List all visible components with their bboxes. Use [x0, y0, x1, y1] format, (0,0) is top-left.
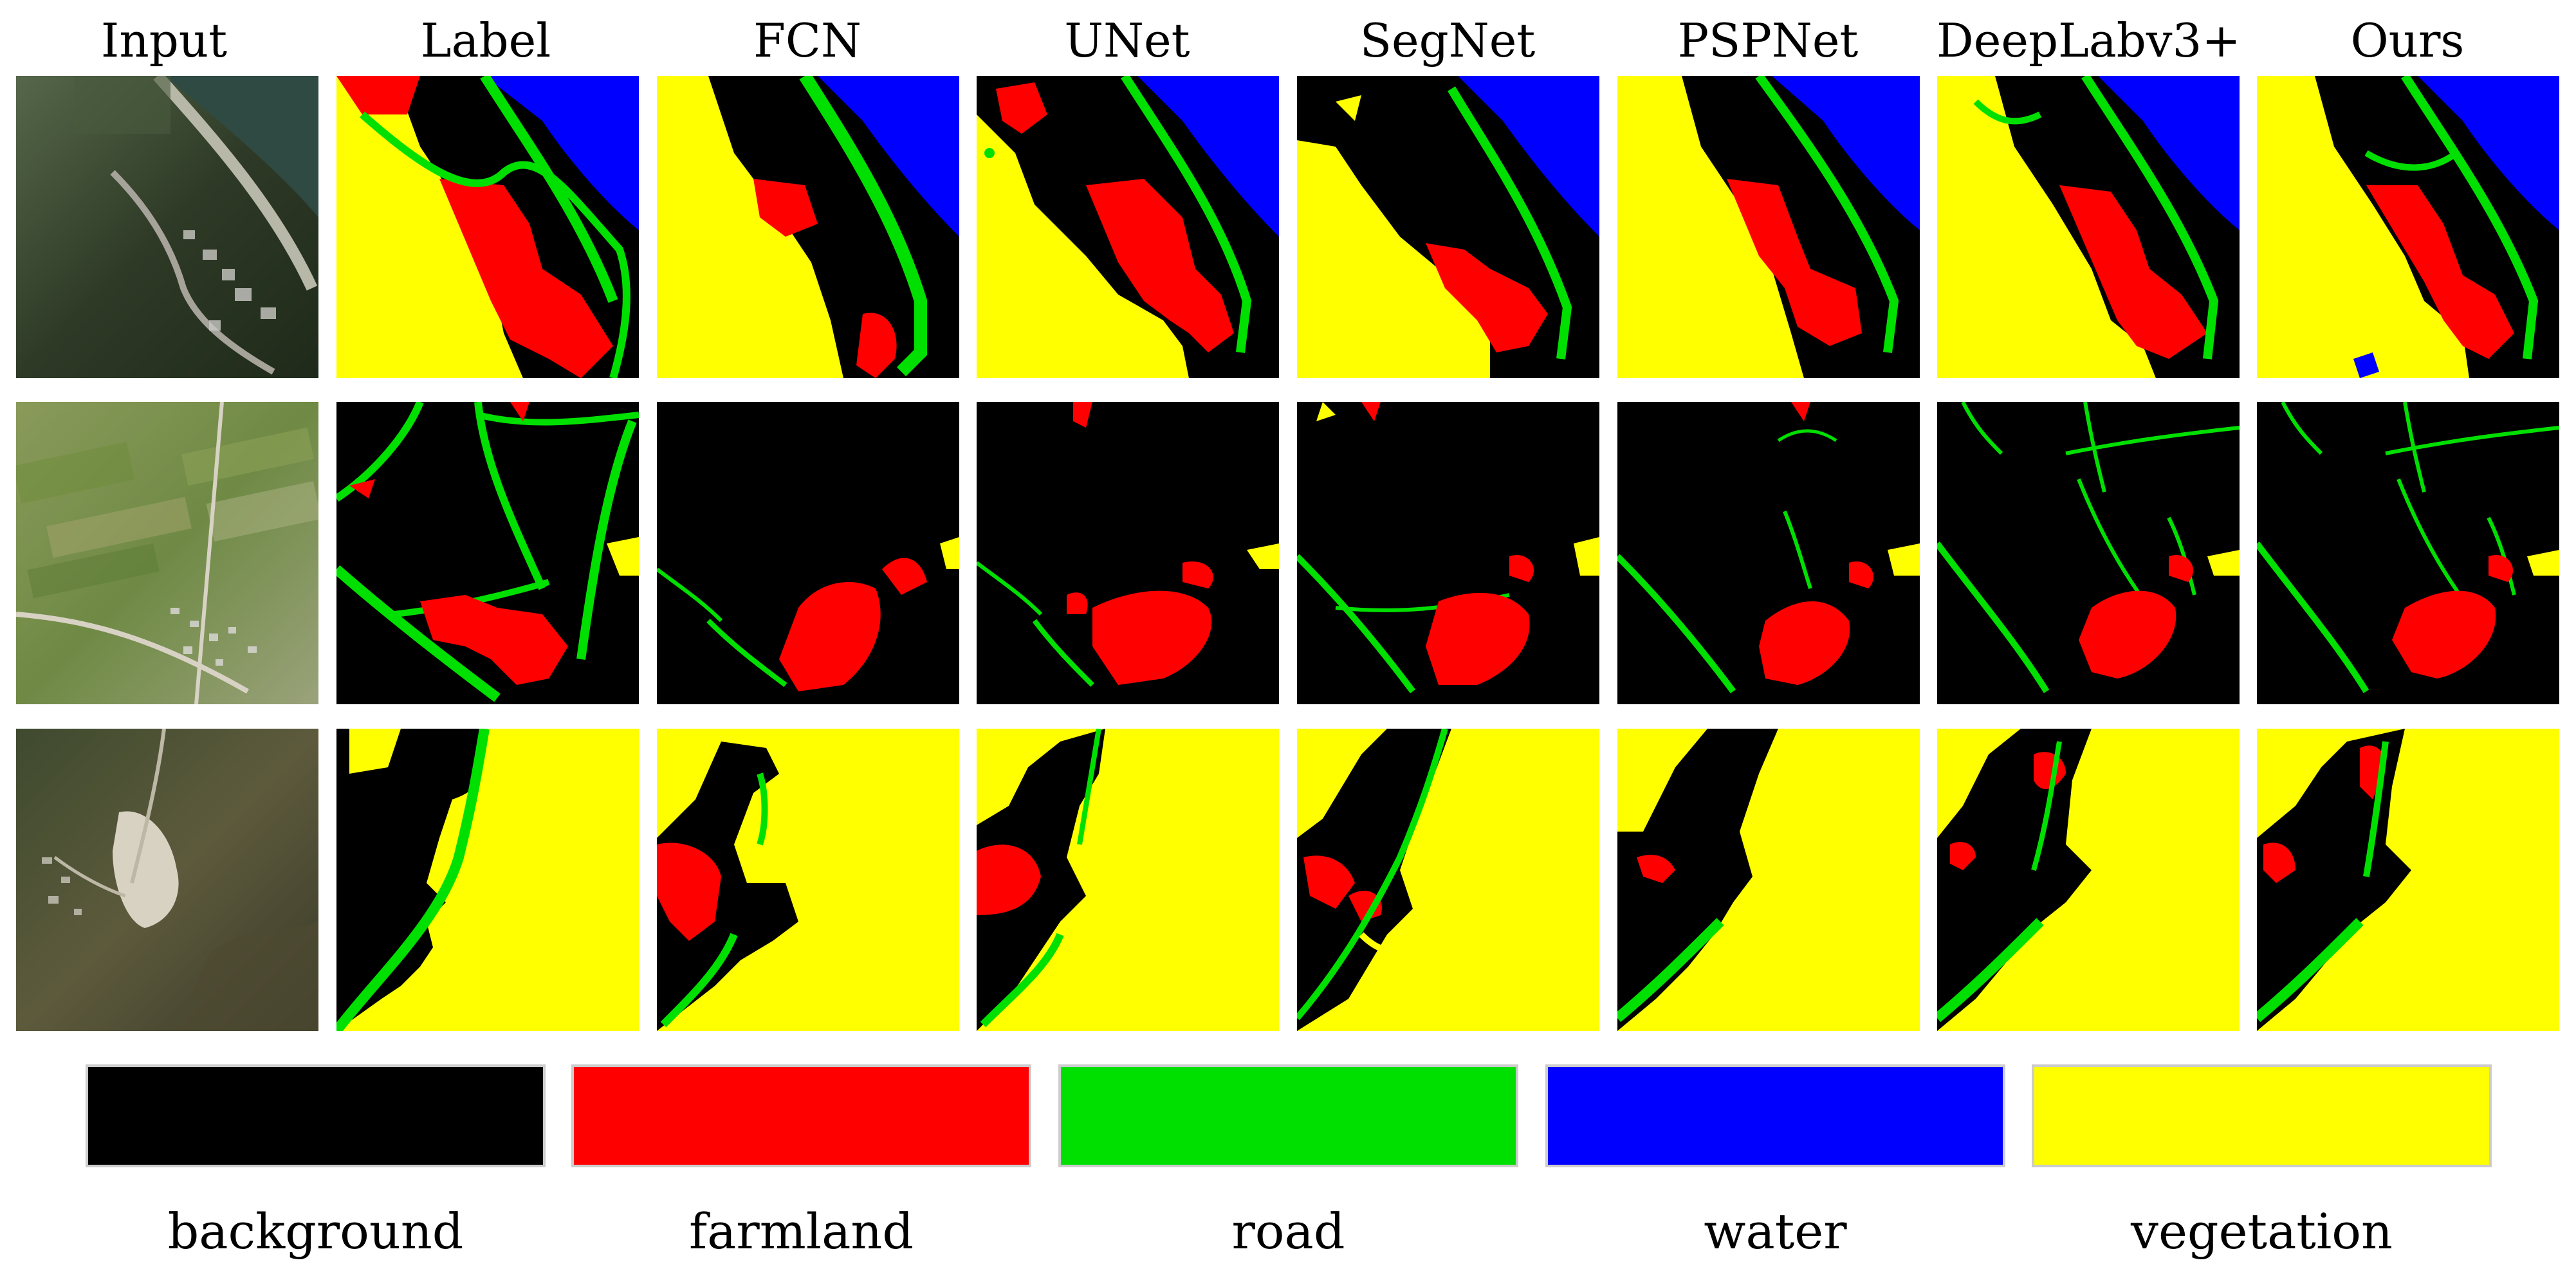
column-title-label: Label: [420, 14, 551, 68]
segmentation-segnet-row2: [1297, 402, 1599, 704]
column-title-input: Input: [100, 14, 228, 68]
segmentation-label-row3: [336, 729, 639, 1031]
segmentation-pspnet-row3: [1617, 729, 1920, 1031]
column-title-unet: UNet: [1064, 14, 1190, 68]
input-image-row2: [16, 402, 318, 704]
input-image-row1: [16, 76, 318, 378]
column-title-deeplabv3: DeepLabv3+: [1937, 14, 2241, 68]
segmentation-segnet-row3: [1297, 729, 1599, 1031]
segmentation-pspnet-row1: [1617, 76, 1920, 378]
column-title-fcn: FCN: [753, 14, 862, 68]
legend-label-background: background: [167, 1203, 464, 1260]
legend-swatch-vegetation: [2032, 1064, 2492, 1167]
segmentation-unet-row2: [977, 402, 1279, 704]
legend-label-road: road: [1231, 1203, 1345, 1260]
segmentation-ours-row2: [2257, 402, 2559, 704]
segmentation-unet-row1: [977, 76, 1279, 378]
segmentation-label-row1: [336, 76, 639, 378]
segmentation-deeplabv3-row1: [1937, 76, 2240, 378]
legend-swatch-farmland: [571, 1064, 1031, 1167]
segmentation-ours-row3: [2257, 729, 2559, 1031]
column-title-ours: Ours: [2350, 14, 2465, 68]
column-title-segnet: SegNet: [1359, 14, 1536, 68]
segmentation-unet-row3: [977, 729, 1279, 1031]
input-image-row3: [16, 729, 318, 1031]
segmentation-fcn-row2: [657, 402, 959, 704]
legend-label-farmland: farmland: [688, 1203, 914, 1260]
legend-label-vegetation: vegetation: [2131, 1203, 2393, 1260]
legend-swatch-road: [1058, 1064, 1518, 1167]
column-title-pspnet: PSPNet: [1677, 14, 1859, 68]
segmentation-ours-row1: [2257, 76, 2559, 378]
segmentation-deeplabv3-row2: [1937, 402, 2240, 704]
legend-label-water: water: [1704, 1203, 1847, 1260]
segmentation-deeplabv3-row3: [1937, 729, 2240, 1031]
segmentation-segnet-row1: [1297, 76, 1599, 378]
segmentation-label-row2: [336, 402, 639, 704]
segmentation-fcn-row3: [657, 729, 959, 1031]
segmentation-pspnet-row2: [1617, 402, 1920, 704]
segmentation-fcn-row1: [657, 76, 959, 378]
legend-swatch-water: [1545, 1064, 2005, 1167]
legend-swatch-background: [86, 1064, 546, 1167]
